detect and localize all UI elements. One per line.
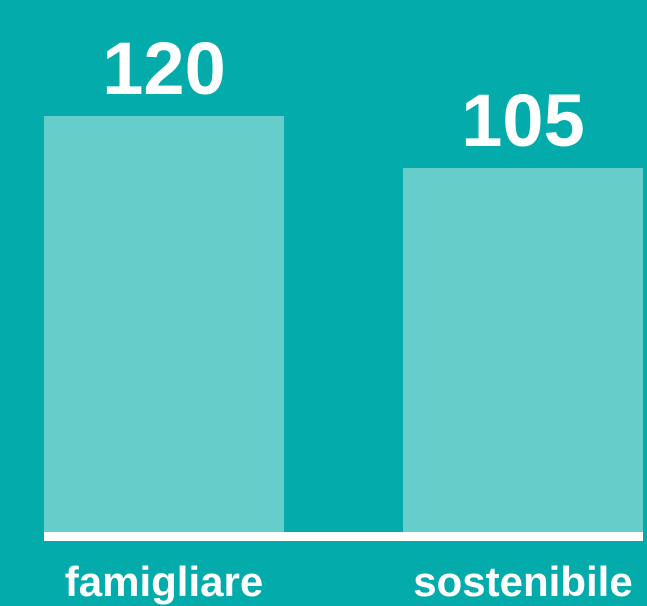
baseline — [44, 532, 643, 541]
bar — [403, 168, 643, 532]
x-tick-label: sostenibile — [413, 558, 632, 605]
bar — [44, 116, 284, 532]
data-label: 120 — [102, 27, 225, 110]
x-tick-label: famigliare — [65, 558, 263, 605]
data-label: 105 — [461, 79, 584, 162]
